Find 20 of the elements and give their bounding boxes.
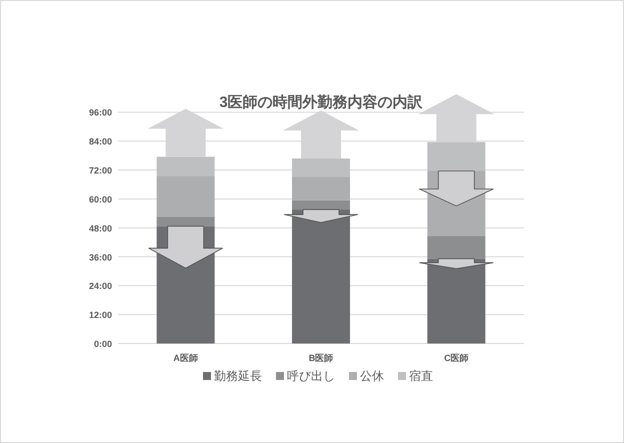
- y-tick-label: 36:00: [88, 252, 112, 262]
- bar: [156, 217, 215, 226]
- y-tick-label: 48:00: [88, 223, 112, 234]
- bar: [156, 176, 215, 218]
- x-tick-label: C医師: [444, 353, 469, 363]
- y-tick-label: 72:00: [88, 166, 112, 176]
- legend-label: 宿直: [409, 369, 433, 383]
- bar: [292, 177, 350, 200]
- x-tick-label: A医師: [173, 353, 198, 363]
- y-tick-label: 60:00: [88, 194, 112, 204]
- y-tick-label: 0:00: [94, 339, 112, 349]
- legend-label: 勤務延長: [214, 369, 262, 383]
- y-tick-label: 84:00: [88, 136, 112, 147]
- y-tick-label: 24:00: [88, 281, 112, 292]
- chart-title: 3医師の時間外勤務内容の内訳: [219, 93, 424, 111]
- x-tick-label: B医師: [308, 353, 334, 363]
- legend-label: 呼び出し: [287, 369, 335, 383]
- y-tick-label: 12:00: [88, 310, 112, 320]
- y-tick-label: 96:00: [88, 108, 112, 118]
- legend-label: 公休: [360, 369, 384, 383]
